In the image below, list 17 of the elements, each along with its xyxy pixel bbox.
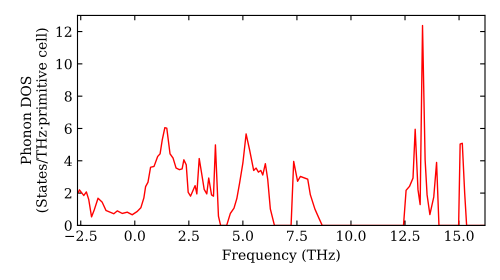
- y-tick-label: 2: [64, 188, 72, 198]
- x-axis-title: Frequency (THz): [222, 249, 340, 263]
- x-tick-label: 0.0: [124, 230, 145, 242]
- x-tick-label: 7.5: [287, 230, 307, 242]
- y-tick-label: 6: [64, 123, 72, 134]
- x-tick-label: 15.0: [445, 230, 474, 242]
- y-tick-label: 10: [56, 58, 72, 70]
- y-tick-label: 12: [56, 26, 72, 37]
- y-axis-title: Phonon DOS (States/THz·primitive cell): [20, 28, 50, 212]
- y-tick-label: 8: [64, 91, 72, 102]
- x-tick-label: 10.0: [337, 230, 366, 242]
- y-tick-label: 0: [64, 220, 72, 231]
- x-tick-label: 12.5: [391, 230, 420, 242]
- x-tick-label: −2.5: [65, 230, 97, 242]
- x-tick-label: 2.5: [178, 230, 199, 242]
- y-tick-label: 4: [64, 156, 72, 166]
- x-tick-label: 5.0: [233, 230, 253, 242]
